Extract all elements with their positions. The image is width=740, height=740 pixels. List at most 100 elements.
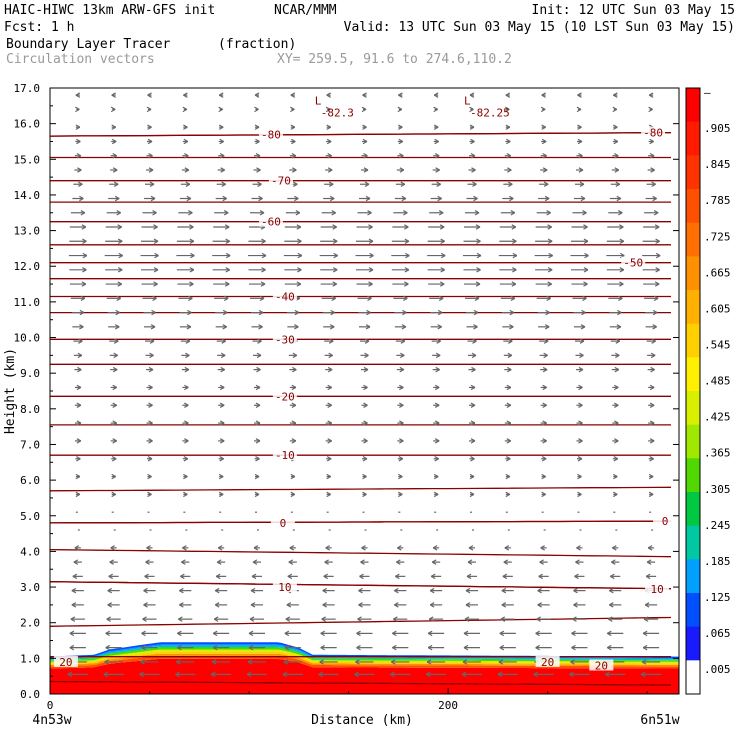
- vector-arrow: [323, 324, 335, 330]
- vector-arrow: [611, 167, 620, 173]
- contour-label: 0: [662, 515, 669, 528]
- vector-arrow: [570, 252, 589, 259]
- colorbar-label: .305: [704, 483, 731, 496]
- vector-arrow: [427, 267, 445, 273]
- vector-arrow: [177, 630, 194, 637]
- vector-arrow: [254, 153, 261, 159]
- vector-arrow: [397, 106, 403, 113]
- vector-arrow: [396, 366, 405, 373]
- vector-arrow: [325, 153, 332, 159]
- vector-arrow: [397, 402, 404, 408]
- vector-arrow: [326, 138, 332, 145]
- tracer-band: [50, 647, 679, 662]
- vector-arrow: [576, 420, 583, 426]
- vector-arrow: [611, 366, 620, 373]
- vector-arrow: [462, 252, 482, 259]
- vector-arrow: [648, 92, 654, 98]
- vector-arrow: [360, 559, 369, 565]
- vector-arrow: [358, 587, 371, 594]
- vector-arrow: [501, 602, 514, 608]
- vector-arrow: [467, 181, 477, 187]
- vector-arrow: [465, 587, 478, 594]
- vector-arrow: [326, 92, 331, 98]
- vector-arrow: [325, 366, 333, 373]
- contour-label: -50: [623, 257, 643, 270]
- vector-arrow: [139, 671, 160, 678]
- vector-arrow: [288, 352, 298, 359]
- vector-arrow: [181, 366, 190, 373]
- vector-arrow: [182, 138, 189, 145]
- vector-arrow: [218, 420, 225, 426]
- vector-arrow: [107, 602, 120, 608]
- vector-arrow: [284, 281, 302, 287]
- vector-arrow: [326, 124, 331, 130]
- colorbar-swatch: [686, 323, 700, 358]
- vector-arrow: [143, 309, 156, 316]
- colorbar-label: .125: [704, 591, 731, 604]
- vector-arrow: [254, 138, 260, 145]
- vector-arrow: [609, 587, 622, 594]
- vector-arrow: [607, 630, 624, 637]
- vector-arrow: [218, 153, 225, 159]
- vector-arrow: [71, 309, 85, 316]
- vector-arrow: [180, 573, 191, 580]
- vector-arrow: [611, 352, 620, 359]
- vector-arrow: [103, 671, 124, 678]
- vector-arrow: [182, 153, 189, 159]
- vector-arrow: [177, 224, 194, 230]
- vector-arrow: [111, 138, 117, 145]
- vector-arrow: [468, 153, 476, 159]
- vector-arrow: [254, 124, 260, 130]
- vector-arrow: [218, 92, 224, 98]
- vector-arrow: [612, 456, 619, 462]
- y-axis-label: Height (km): [3, 348, 18, 434]
- vector-arrow: [390, 671, 411, 678]
- vector-arrow: [290, 124, 296, 130]
- contour-label: 10: [650, 583, 663, 596]
- vector-arrow: [361, 167, 369, 173]
- vector-arrow: [540, 153, 547, 159]
- vector-arrow: [646, 181, 656, 187]
- vector-arrow: [254, 456, 260, 462]
- vector-arrow: [647, 352, 656, 359]
- vector-arrow: [249, 616, 265, 622]
- vector-arrow: [290, 138, 296, 145]
- vector-arrow: [74, 366, 82, 373]
- vector-arrow: [572, 210, 587, 216]
- vector-arrow: [464, 616, 479, 622]
- vector-arrow: [251, 573, 263, 580]
- vector-arrow: [181, 559, 190, 565]
- vector-arrow: [326, 473, 331, 480]
- vector-arrow: [147, 138, 153, 145]
- vector-arrow: [323, 195, 335, 202]
- vector-arrow: [612, 106, 618, 113]
- vector-arrow: [320, 224, 337, 230]
- vector-arrow: [573, 195, 586, 202]
- vector-arrow: [69, 630, 86, 637]
- y-tick-label: 13.0: [14, 225, 41, 238]
- contour-label-mask: [535, 655, 560, 667]
- vector-arrow: [283, 659, 302, 665]
- vector-arrow: [644, 295, 659, 302]
- vector-arrow: [537, 309, 550, 316]
- vector-arrow: [289, 153, 297, 159]
- vector-arrow: [111, 491, 116, 498]
- vector-arrow: [248, 238, 266, 245]
- vector-arrow: [144, 324, 156, 330]
- vector-arrow: [393, 616, 408, 622]
- vector-arrow: [322, 602, 335, 608]
- vector-arrow: [144, 195, 156, 202]
- colorbar-label: –: [704, 86, 711, 99]
- vector-arrow: [500, 295, 516, 302]
- vector-arrow: [498, 252, 518, 259]
- vector-arrow: [541, 473, 546, 480]
- vector-arrow: [469, 138, 475, 145]
- vector-arrow: [179, 324, 192, 330]
- vector-arrow: [356, 238, 374, 245]
- y-tick-label: 16.0: [14, 118, 41, 131]
- vector-arrow: [182, 456, 189, 462]
- x-axis-right-endpoint: 6n51w: [640, 713, 679, 728]
- vector-arrow: [463, 630, 480, 637]
- vector-arrow: [182, 402, 189, 408]
- vector-arrow: [325, 545, 332, 551]
